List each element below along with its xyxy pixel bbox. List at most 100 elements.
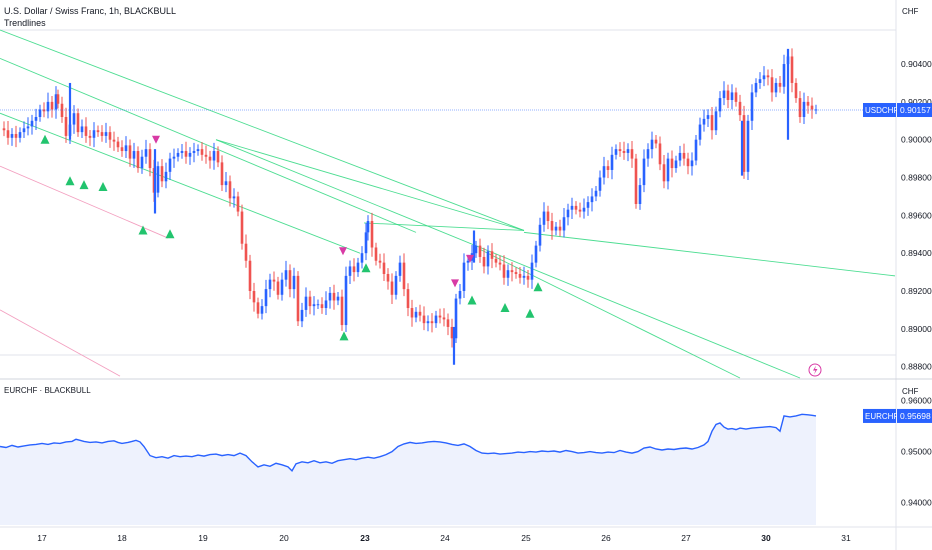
buy-signal-icon bbox=[98, 181, 108, 191]
candle-body bbox=[650, 139, 654, 150]
candle-body bbox=[344, 275, 348, 326]
candle-body bbox=[530, 262, 534, 280]
candle-body bbox=[308, 296, 312, 307]
candle-body bbox=[626, 149, 630, 153]
candle-body bbox=[272, 279, 276, 282]
candle-body bbox=[550, 221, 554, 231]
candle-body bbox=[80, 126, 84, 133]
candle-body bbox=[742, 115, 746, 172]
candle-body bbox=[244, 243, 248, 261]
trendlines-layer bbox=[0, 29, 896, 379]
candle-body bbox=[208, 156, 212, 161]
candle-body bbox=[658, 143, 662, 165]
candle-body bbox=[790, 56, 794, 83]
candle-body bbox=[50, 101, 54, 110]
eurchf-area-series bbox=[0, 413, 817, 525]
buy-signal-icon bbox=[361, 263, 371, 273]
candle-body bbox=[646, 149, 650, 159]
candle-body bbox=[112, 139, 116, 142]
candle-body bbox=[702, 118, 706, 125]
sub-pane-title[interactable]: EURCHF · BLACKBULL bbox=[4, 386, 91, 395]
candle-body bbox=[694, 139, 698, 161]
candle-body bbox=[236, 196, 240, 212]
candle-body bbox=[698, 124, 702, 140]
candle-body bbox=[288, 270, 292, 290]
candle-body bbox=[810, 105, 814, 110]
candle-body bbox=[546, 211, 550, 222]
time-label: 27 bbox=[681, 533, 691, 543]
candle-body bbox=[730, 92, 734, 100]
candle-body bbox=[60, 103, 64, 117]
candle-body bbox=[316, 304, 320, 306]
candle-body bbox=[390, 281, 394, 295]
sub-badge-value-text: 0.95698 bbox=[900, 411, 931, 421]
sell-signal-icon bbox=[339, 247, 347, 256]
price-tick-label: 0.90400 bbox=[901, 59, 932, 69]
candle-body bbox=[454, 298, 458, 339]
trendline-7 bbox=[0, 112, 361, 254]
badge-value-bg bbox=[897, 103, 932, 118]
trendline-3 bbox=[215, 139, 801, 379]
candle-body bbox=[132, 151, 136, 159]
buy-signal-icon bbox=[40, 134, 50, 144]
candle-body bbox=[782, 64, 786, 87]
candle-body bbox=[42, 109, 46, 112]
candle-body bbox=[558, 226, 562, 231]
candle-body bbox=[794, 82, 798, 99]
candle-body bbox=[256, 302, 260, 314]
candle-body bbox=[64, 117, 68, 136]
candle-body bbox=[192, 151, 196, 153]
candle-body bbox=[594, 190, 598, 197]
sub-price-tick-label: 0.96000 bbox=[901, 396, 932, 406]
candle-body bbox=[438, 315, 442, 318]
candle-body bbox=[398, 262, 402, 276]
candle-body bbox=[116, 141, 120, 148]
signals-layer bbox=[40, 134, 543, 341]
candle-body bbox=[734, 92, 738, 102]
time-label: 25 bbox=[521, 533, 531, 543]
sub-badge-symbol-bg bbox=[863, 408, 896, 423]
sub-price-axis[interactable]: 0.96000 0.95000 0.94000 bbox=[901, 396, 932, 508]
candle-body bbox=[382, 262, 386, 274]
candle-body bbox=[714, 111, 718, 131]
candle-body bbox=[554, 226, 558, 231]
candle-body bbox=[518, 273, 522, 278]
candle-body bbox=[494, 258, 498, 263]
candle-body bbox=[232, 196, 236, 199]
candle-body bbox=[394, 275, 398, 295]
candle-body bbox=[148, 149, 152, 169]
buy-signal-icon bbox=[65, 176, 75, 186]
time-axis[interactable]: 17 18 19 20 23 24 25 26 27 30 31 bbox=[37, 533, 851, 543]
candle-body bbox=[654, 139, 658, 144]
candle-body bbox=[522, 275, 526, 278]
candle-body bbox=[300, 309, 304, 322]
candle-body bbox=[474, 245, 478, 254]
candle-body bbox=[30, 120, 34, 127]
candle-body bbox=[54, 94, 58, 110]
candle-body bbox=[738, 101, 742, 116]
alert-icon[interactable] bbox=[808, 363, 822, 377]
chart-symbol-title[interactable]: U.S. Dollar / Swiss Franc, 1h, BLACKBULL bbox=[4, 6, 177, 16]
candle-body bbox=[542, 211, 546, 225]
candle-body bbox=[630, 149, 634, 159]
main-price-axis[interactable]: 0.90400 0.90200 0.90000 0.89800 0.89600 0.894… bbox=[901, 59, 932, 372]
candle-body bbox=[442, 317, 446, 320]
candle-body bbox=[574, 205, 578, 210]
eurchf-price-badge: EURCHF 0.95698 bbox=[863, 408, 932, 423]
candle-body bbox=[164, 171, 168, 182]
candle-body bbox=[336, 296, 340, 301]
indicator-label[interactable]: Trendlines bbox=[4, 18, 46, 28]
candle-body bbox=[312, 304, 316, 307]
candle-body bbox=[252, 291, 256, 303]
candle-body bbox=[332, 292, 336, 301]
area-fill bbox=[0, 414, 816, 525]
buy-signal-icon bbox=[467, 295, 477, 305]
candle-body bbox=[56, 94, 60, 104]
buy-signal-icon bbox=[165, 229, 175, 239]
candle-body bbox=[610, 154, 614, 170]
support-line-0 bbox=[0, 165, 169, 239]
candle-body bbox=[582, 207, 586, 212]
sub-badge-value-bg bbox=[897, 408, 932, 423]
candle-body bbox=[228, 181, 232, 199]
